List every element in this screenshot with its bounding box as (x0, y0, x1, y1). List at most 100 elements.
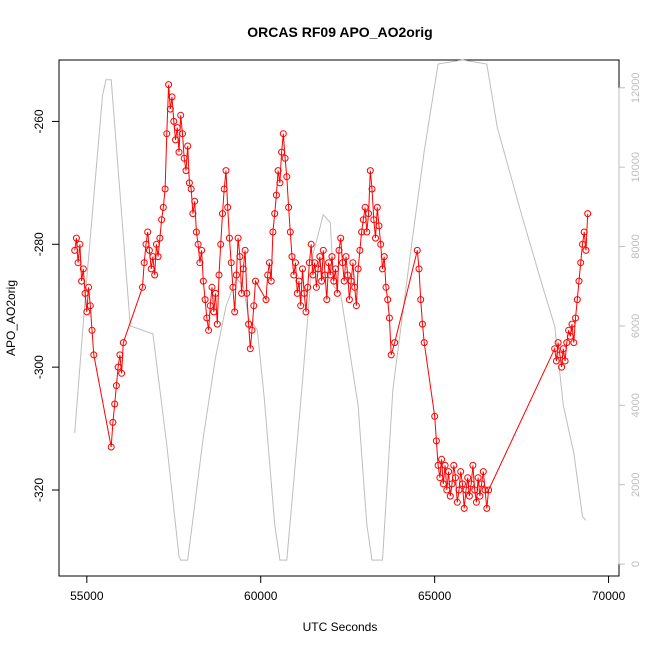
y-tick-label: -320 (32, 478, 46, 502)
data-point (285, 203, 293, 211)
data-point (297, 302, 305, 310)
data-point (483, 504, 491, 512)
y-axis: -260 -280 -300 -320 (32, 109, 60, 502)
data-point (83, 308, 91, 316)
data-point (151, 271, 159, 279)
data-point (265, 259, 273, 267)
data-point (222, 167, 230, 175)
data-point (88, 326, 96, 334)
data-point (312, 283, 320, 291)
data-point (439, 480, 447, 488)
data-point (185, 179, 193, 187)
data-point (203, 314, 211, 322)
data-point (570, 339, 578, 347)
data-point (419, 320, 426, 328)
data-point (351, 283, 359, 291)
data-point (356, 246, 364, 254)
data-point (246, 345, 254, 353)
data-point (299, 265, 306, 273)
data-point (314, 265, 322, 273)
data-point (384, 296, 392, 304)
data-point (238, 289, 246, 297)
data-point (441, 461, 449, 469)
data-point (173, 124, 181, 132)
data-point (443, 486, 451, 494)
data-point (349, 259, 357, 267)
data-point (198, 246, 206, 254)
data-point (365, 210, 373, 218)
data-point (485, 486, 493, 494)
data-point (479, 468, 487, 476)
data-point (332, 265, 339, 273)
data-point (556, 351, 564, 359)
data-point (201, 296, 209, 304)
data-point (465, 492, 473, 500)
data-point (140, 259, 148, 267)
data-point (168, 93, 176, 101)
data-point (288, 253, 296, 261)
data-point (252, 277, 259, 285)
data-point (74, 259, 82, 267)
data-point (554, 339, 562, 347)
data-point (559, 345, 567, 353)
data-point (179, 130, 186, 138)
data-point (370, 216, 378, 224)
data-point (379, 265, 386, 273)
data-point (192, 228, 200, 236)
data-point (464, 474, 472, 482)
data-point (582, 246, 590, 254)
data-point (347, 277, 355, 285)
x-tick-label: 55000 (70, 589, 104, 603)
data-point (236, 253, 244, 261)
data-point (459, 480, 466, 488)
data-point (231, 308, 239, 316)
data-point (438, 455, 446, 463)
data-point (455, 486, 463, 494)
primary-series (71, 81, 592, 512)
data-point (248, 326, 256, 334)
data-point (215, 271, 223, 279)
data-point (481, 486, 489, 494)
data-point (551, 345, 559, 353)
data-point (380, 253, 388, 261)
data-point (452, 474, 459, 482)
data-point (165, 81, 173, 89)
data-point (271, 210, 279, 218)
data-point (358, 228, 366, 236)
data-point (281, 154, 289, 162)
data-point (250, 302, 258, 310)
data-point (79, 265, 87, 273)
data-point (566, 332, 574, 340)
data-point (453, 498, 461, 506)
y-axis-label: APO_AO2orig (4, 280, 18, 356)
data-point (413, 246, 421, 254)
right-tick-label: 2000 (630, 472, 642, 496)
data-point (434, 461, 442, 469)
data-point (417, 296, 425, 304)
data-point (159, 203, 167, 211)
data-point (573, 296, 581, 304)
data-point (431, 412, 439, 420)
data-point (241, 246, 249, 254)
data-point (283, 173, 291, 181)
data-point (274, 167, 282, 175)
data-point (86, 302, 94, 310)
data-point (272, 191, 280, 199)
data-point (232, 271, 240, 279)
data-point (432, 437, 440, 445)
data-point (109, 418, 117, 426)
data-point (305, 259, 313, 267)
data-point (319, 246, 327, 254)
data-point (457, 468, 465, 476)
data-point (149, 253, 157, 261)
data-point (184, 142, 192, 150)
data-point (114, 363, 122, 371)
data-point (286, 228, 294, 236)
data-point (471, 486, 479, 494)
x-tick-label: 60000 (244, 589, 278, 603)
data-point (472, 498, 480, 506)
data-point (227, 259, 235, 267)
data-point (276, 179, 284, 187)
